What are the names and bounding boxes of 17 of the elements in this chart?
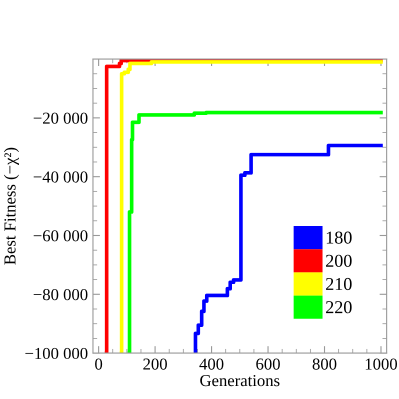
legend-label: 220 (326, 301, 352, 314)
x-tick-label: 600 (256, 358, 280, 370)
x-tick-label: 400 (199, 358, 224, 370)
legend-label: 180 (326, 232, 352, 244)
x-tick-label: 800 (312, 358, 336, 370)
legend-label: 200 (326, 254, 352, 267)
legend-label: 210 (326, 278, 352, 290)
y-tick-label: −100 000 (25, 348, 88, 360)
y-axis-title: Best Fitness (−χ²) (4, 148, 19, 265)
y-tick-label: −80 000 (34, 289, 88, 300)
x-tick-label: 1000 (366, 358, 398, 370)
x-tick-label: 0 (95, 358, 102, 370)
x-tick-label: 200 (143, 358, 167, 370)
x-axis-title: Generations (200, 375, 280, 386)
y-tick-label: −40 000 (34, 171, 88, 183)
y-tick-label: −20 000 (34, 112, 88, 124)
y-tick-label: −60 000 (34, 230, 88, 242)
